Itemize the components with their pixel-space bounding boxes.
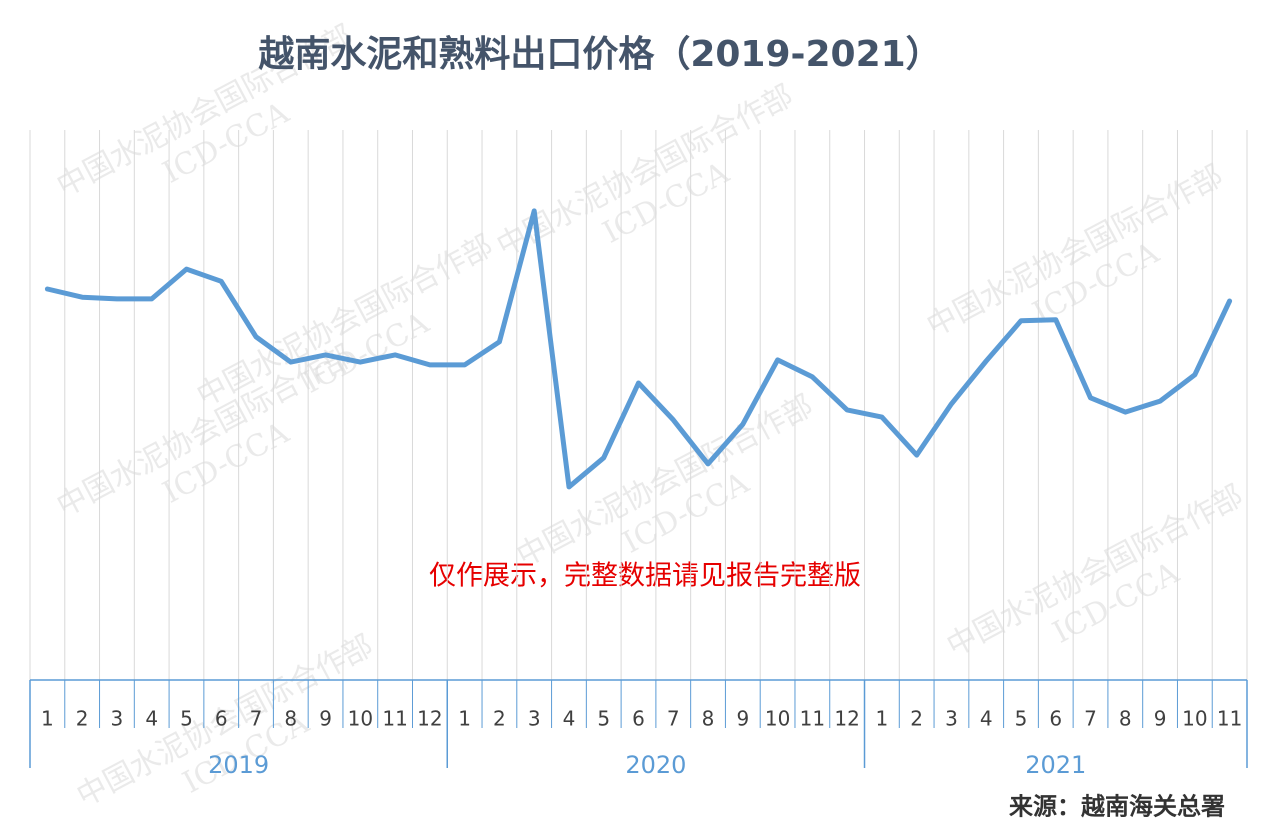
x-tick-label: 9 [319, 707, 332, 731]
chart-title: 越南水泥和熟料出口价格（2019-2021） [258, 34, 941, 75]
x-tick-label: 2 [493, 707, 506, 731]
x-tick-label: 8 [702, 707, 715, 731]
watermark-text: 中国水泥协会国际合作部 [511, 388, 819, 574]
x-tick-label: 10 [348, 707, 373, 731]
x-tick-label: 11 [800, 707, 825, 731]
x-tick-label: 6 [1049, 707, 1062, 731]
x-tick-label: 10 [765, 707, 790, 731]
watermark-text: 中国水泥协会国际合作部 [191, 228, 499, 414]
x-tick-label: 12 [834, 707, 859, 731]
x-tick-label: 3 [528, 707, 541, 731]
x-tick-label: 12 [417, 707, 442, 731]
x-tick-label: 7 [1084, 707, 1097, 731]
x-tick-label: 11 [1217, 707, 1242, 731]
x-tick-label: 8 [284, 707, 297, 731]
x-tick-label: 10 [1182, 707, 1207, 731]
x-tick-label: 6 [632, 707, 645, 731]
x-tick-label: 1 [876, 707, 889, 731]
x-tick-label: 4 [980, 707, 993, 731]
data-line [44, 208, 1233, 490]
x-tick-label: 6 [215, 707, 228, 731]
x-tick-label: 3 [111, 707, 124, 731]
x-tick-label: 2 [910, 707, 923, 731]
x-tick-label: 9 [1154, 707, 1167, 731]
x-tick-label: 8 [1119, 707, 1132, 731]
x-tick-label: 5 [180, 707, 193, 731]
x-tick-label: 11 [382, 707, 407, 731]
x-tick-label: 5 [1015, 707, 1028, 731]
x-tick-label: 4 [145, 707, 158, 731]
x-tick-label: 5 [597, 707, 610, 731]
x-tick-label: 3 [945, 707, 958, 731]
x-tick-label: 7 [667, 707, 680, 731]
x-tick-label: 2 [76, 707, 89, 731]
x-tick-label: 1 [41, 707, 54, 731]
year-label: 2020 [625, 751, 686, 779]
x-tick-label: 7 [250, 707, 263, 731]
year-label: 2019 [208, 751, 269, 779]
x-tick-label: 9 [736, 707, 749, 731]
year-label: 2021 [1025, 751, 1086, 779]
annotation: 仅作展示，完整数据请见报告完整版 [429, 561, 861, 592]
source: 来源：越南海关总署 [1009, 792, 1225, 821]
watermark-text: 中国水泥协会国际合作部 [941, 478, 1249, 664]
x-tick-label: 1 [458, 707, 471, 731]
x-tick-label: 4 [563, 707, 576, 731]
watermark-text: 中国水泥协会国际合作部 [921, 158, 1229, 344]
